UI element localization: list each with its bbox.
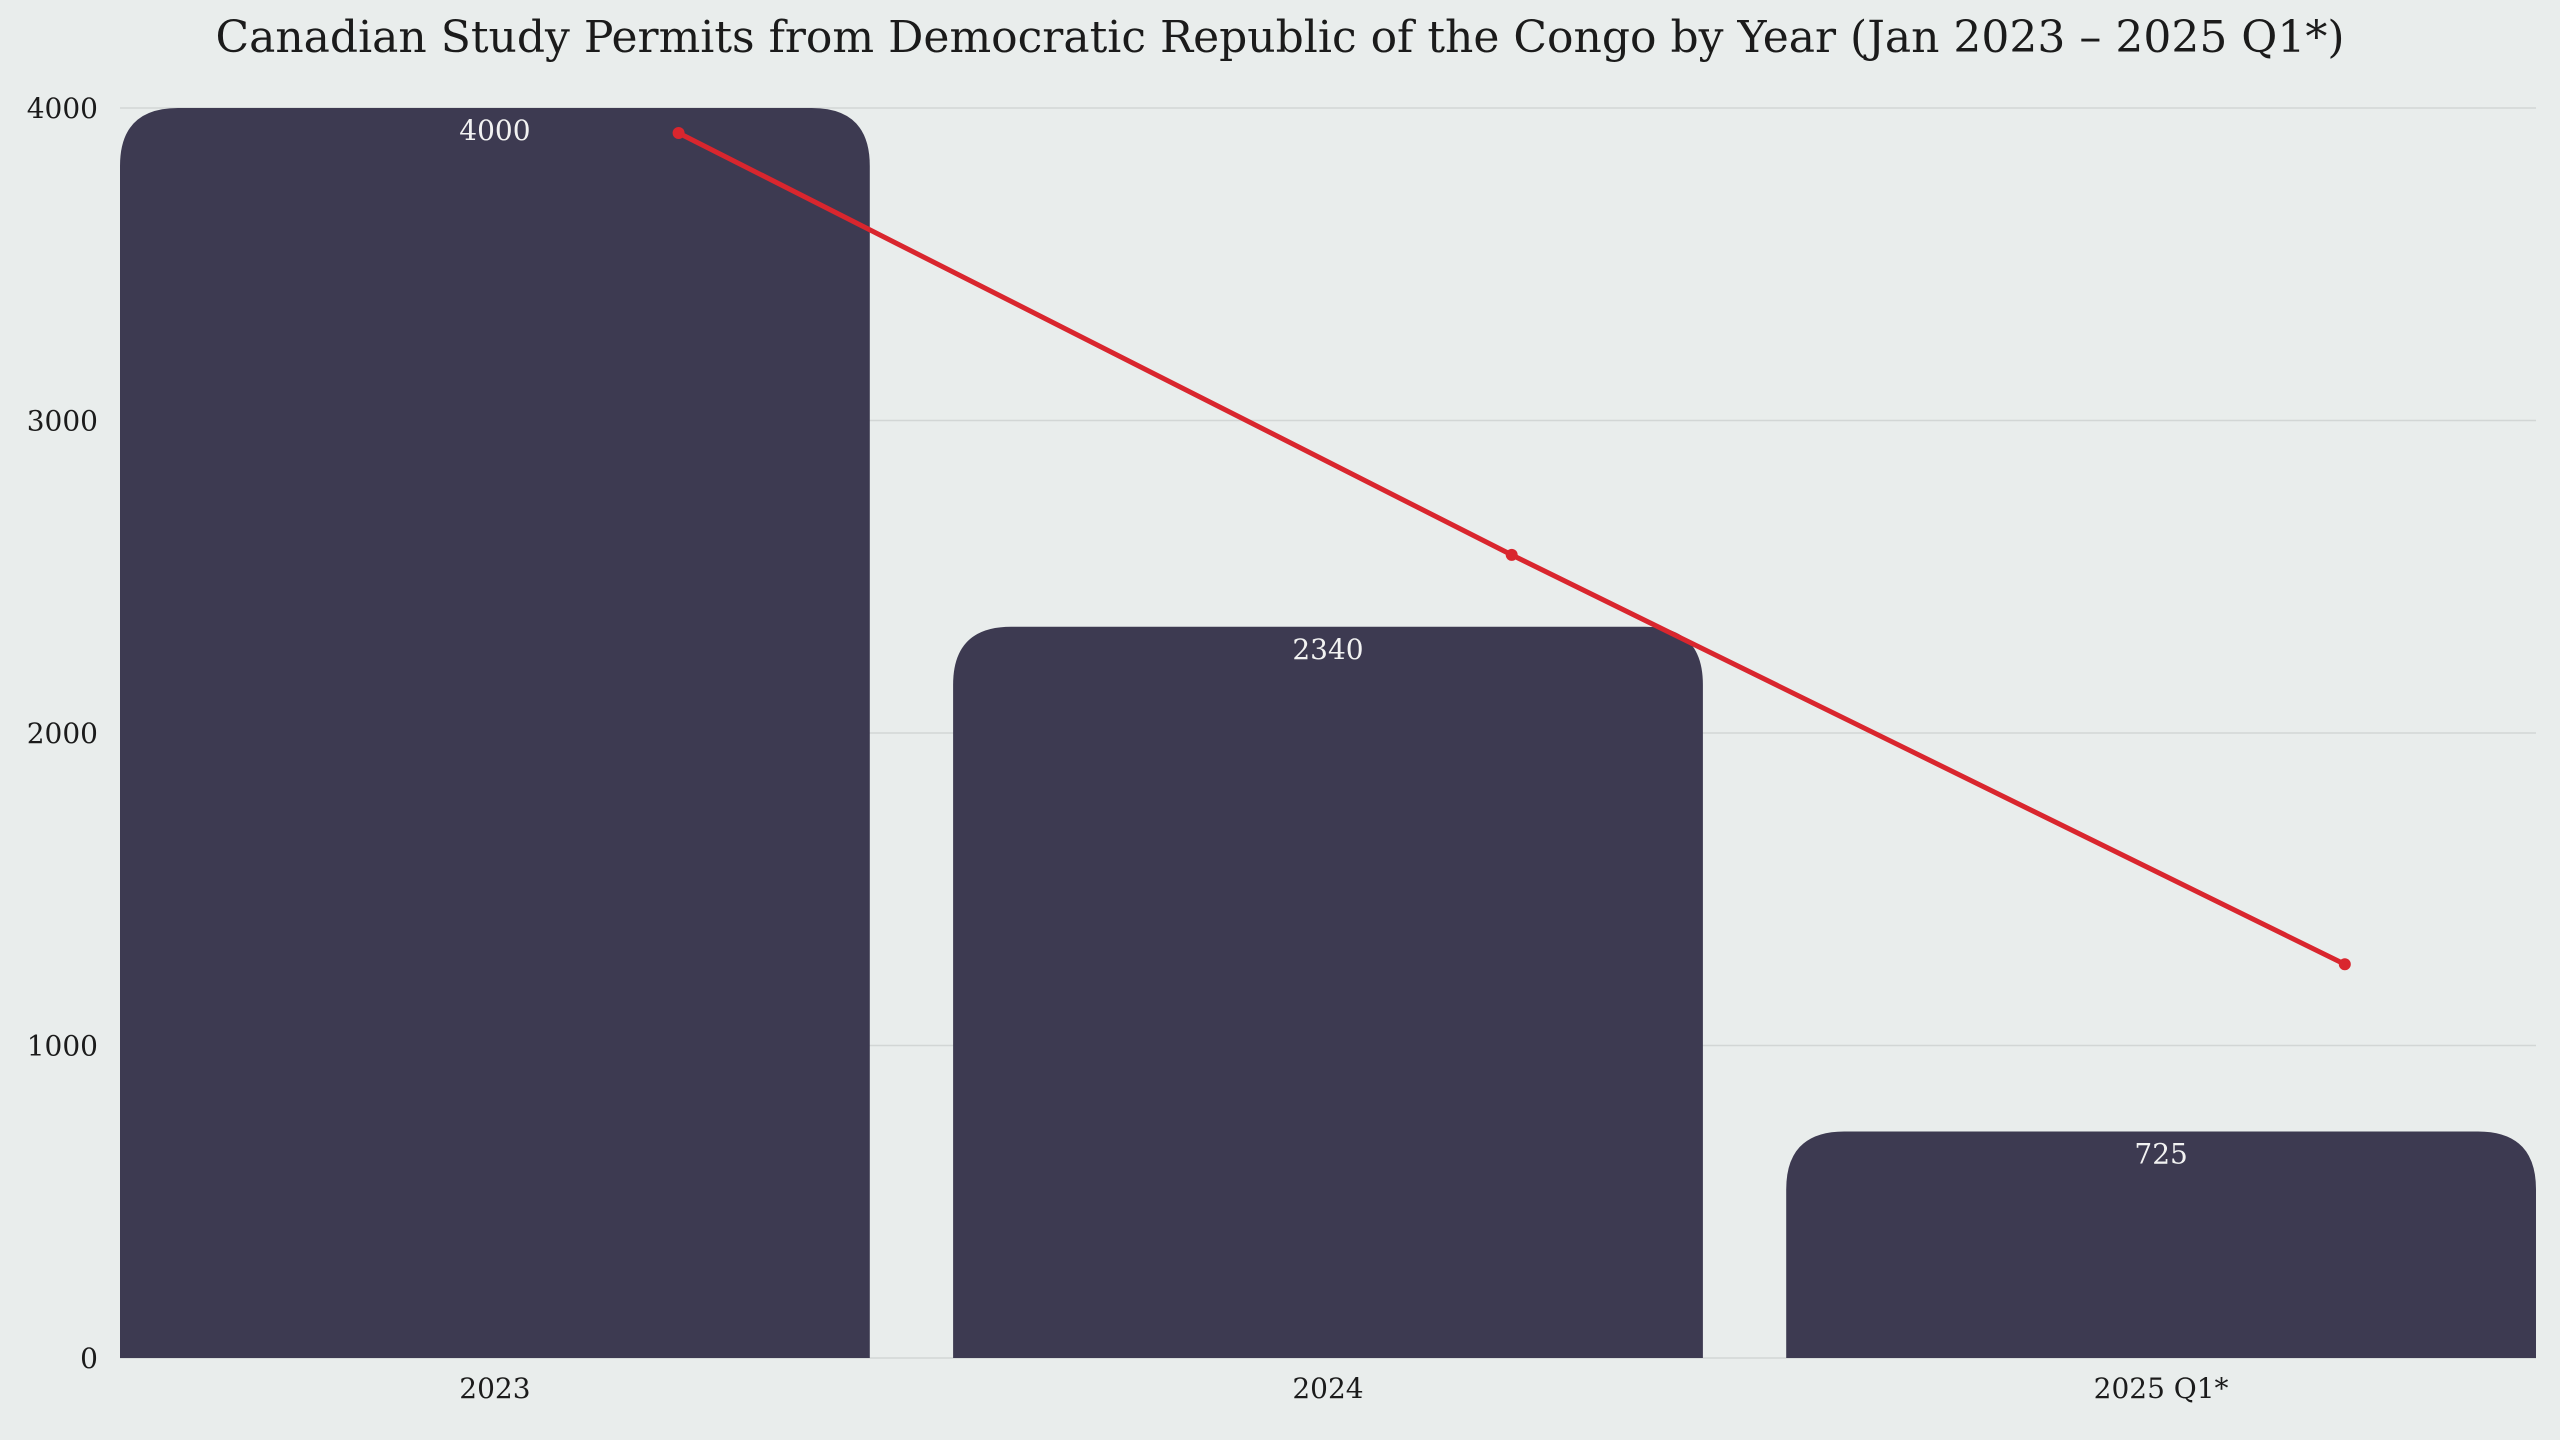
x-tick-label: 2025 Q1* [2094,1372,2229,1405]
bar-series: 4000 2340 725 [120,108,2536,1358]
data-label: 4000 [459,114,530,147]
y-tick-label: 4000 [27,92,98,125]
trend-line-series [672,127,2351,971]
x-tick-label: 2024 [1292,1372,1363,1405]
bar[interactable] [1786,1131,2536,1358]
y-tick-label: 2000 [27,717,98,750]
y-tick-label: 1000 [27,1030,98,1063]
bar[interactable] [120,108,870,1358]
trend-point[interactable] [2338,958,2351,971]
data-label: 2340 [1292,633,1363,666]
y-axis: 0 1000 2000 3000 4000 [27,92,98,1375]
trend-point[interactable] [1505,548,1518,561]
data-label: 725 [2134,1137,2187,1170]
chart-title: Canadian Study Permits from Democratic R… [215,12,2344,63]
y-tick-label: 0 [80,1342,98,1375]
trend-point[interactable] [672,127,685,139]
x-tick-label: 2023 [459,1372,530,1405]
bar[interactable] [953,626,1703,1358]
x-axis: 2023 2024 2025 Q1* [459,1372,2228,1405]
y-tick-label: 3000 [27,405,98,438]
